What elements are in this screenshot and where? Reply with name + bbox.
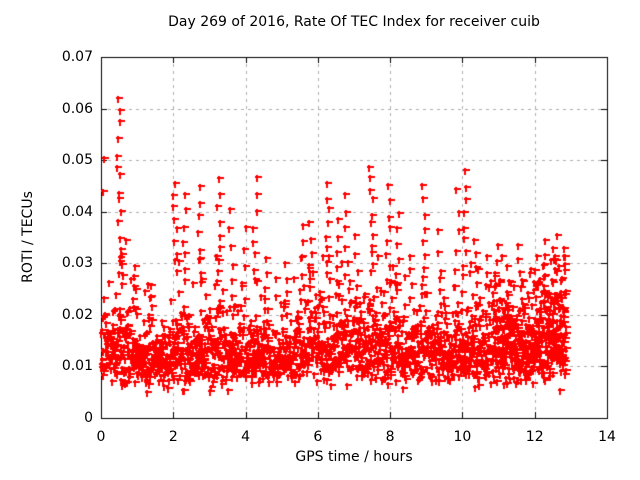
y-tick-label: 0.03 [61,255,93,272]
x-tick-label: 2 [168,429,178,445]
x-tick-label: 6 [313,429,323,445]
y-tick-label: 0.04 [61,203,93,220]
y-tick-label: 0.05 [61,152,93,169]
x-tick-label: 10 [453,429,472,445]
y-tick-label: 0.01 [61,358,93,375]
x-tick-label: 8 [385,429,395,445]
x-axis-label: GPS time / hours [295,449,413,465]
y-tick-label: 0.02 [61,306,93,323]
x-tick-label: 14 [598,429,616,445]
chart-title: Day 269 of 2016, Rate Of TEC Index for r… [168,14,540,30]
y-axis-label: ROTI / TECUs [20,191,36,283]
y-tick-label: 0.06 [61,100,93,117]
y-tick-label: 0.07 [61,49,93,65]
x-tick-label: 4 [241,429,251,445]
y-tick-label: 0 [84,410,93,426]
x-tick-label: 0 [96,429,106,445]
x-tick-label: 12 [525,429,544,445]
